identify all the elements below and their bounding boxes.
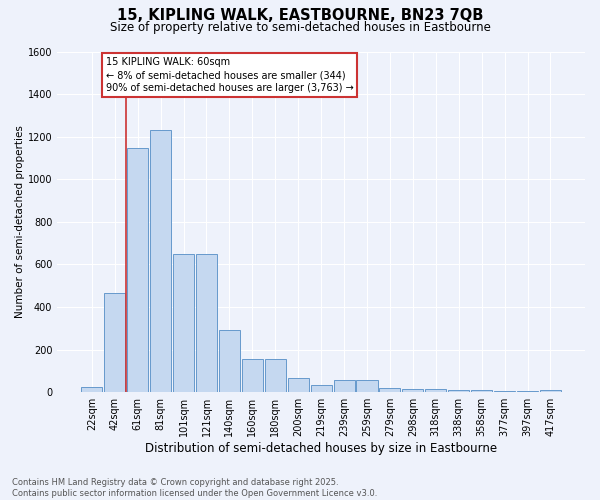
- Bar: [104, 293, 125, 392]
- Bar: [127, 148, 148, 392]
- Bar: [242, 359, 263, 392]
- Text: Size of property relative to semi-detached houses in Eastbourne: Size of property relative to semi-detach…: [110, 21, 490, 34]
- Bar: [311, 385, 332, 392]
- Bar: [379, 388, 400, 392]
- Text: Contains HM Land Registry data © Crown copyright and database right 2025.
Contai: Contains HM Land Registry data © Crown c…: [12, 478, 377, 498]
- Bar: [219, 330, 240, 392]
- Bar: [287, 378, 309, 392]
- Bar: [265, 359, 286, 392]
- Bar: [173, 254, 194, 392]
- Bar: [517, 391, 538, 392]
- Bar: [425, 389, 446, 392]
- Bar: [196, 254, 217, 392]
- Bar: [403, 389, 424, 392]
- Bar: [81, 387, 103, 392]
- Bar: [150, 130, 171, 392]
- Bar: [494, 390, 515, 392]
- Bar: [471, 390, 492, 392]
- Y-axis label: Number of semi-detached properties: Number of semi-detached properties: [15, 126, 25, 318]
- Bar: [356, 380, 377, 392]
- Text: 15 KIPLING WALK: 60sqm
← 8% of semi-detached houses are smaller (344)
90% of sem: 15 KIPLING WALK: 60sqm ← 8% of semi-deta…: [106, 57, 353, 93]
- Bar: [334, 380, 355, 392]
- X-axis label: Distribution of semi-detached houses by size in Eastbourne: Distribution of semi-detached houses by …: [145, 442, 497, 455]
- Bar: [540, 390, 561, 392]
- Text: 15, KIPLING WALK, EASTBOURNE, BN23 7QB: 15, KIPLING WALK, EASTBOURNE, BN23 7QB: [117, 8, 483, 22]
- Bar: [448, 390, 469, 392]
